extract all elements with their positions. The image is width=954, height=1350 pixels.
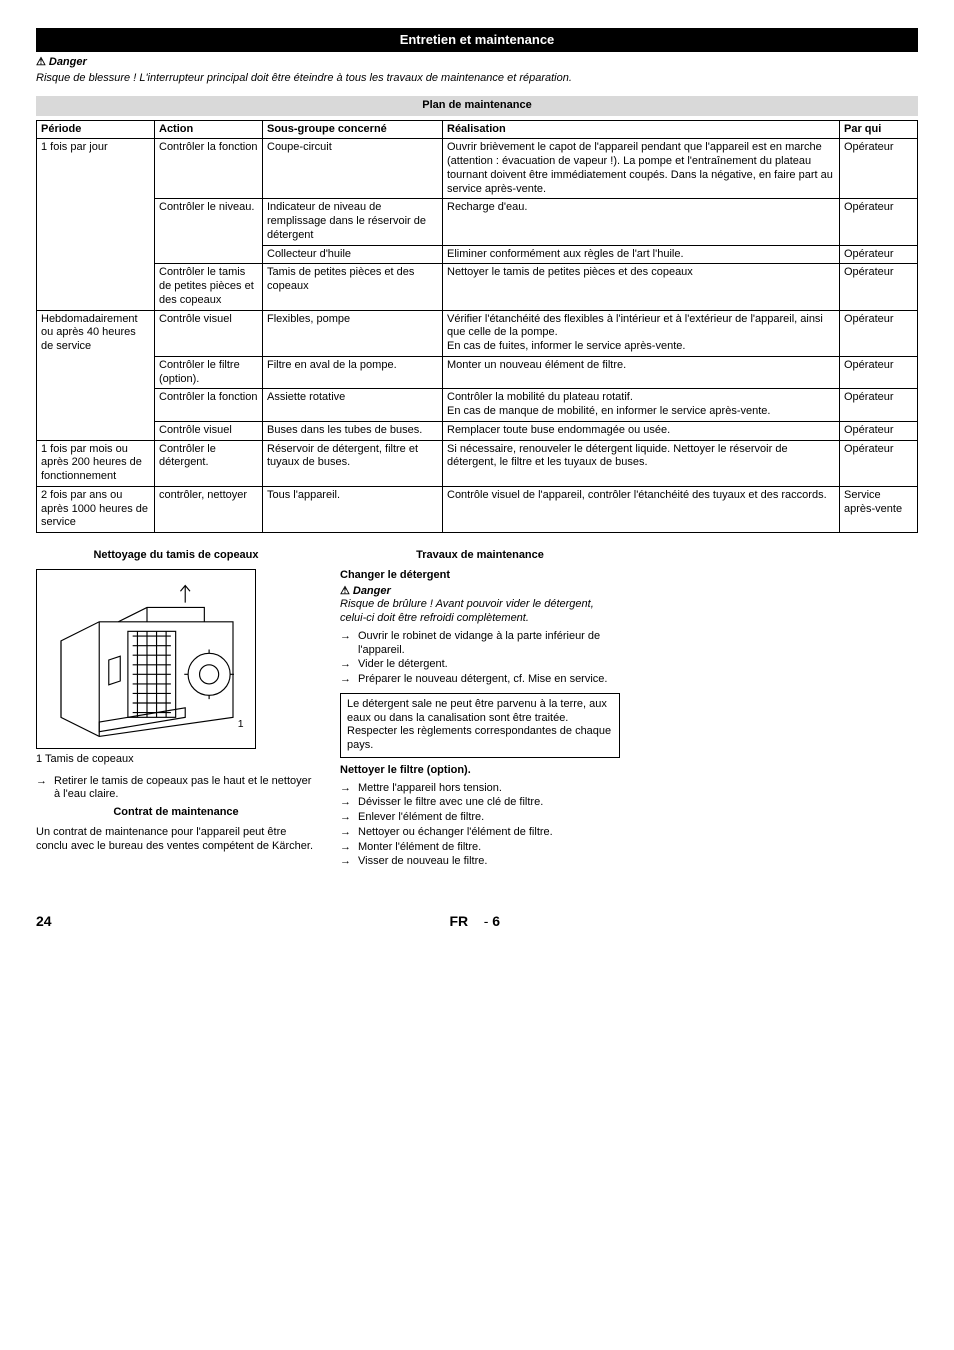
table-row: 1 fois par jourContrôler la fonctionCoup… (37, 139, 918, 199)
steps-list-2: Mettre l'appareil hors tension.Dévisser … (340, 782, 620, 870)
cell-who: Opérateur (840, 310, 918, 356)
cell-action: contrôler, nettoyer (155, 486, 263, 532)
cell-subgroup: Flexibles, pompe (263, 310, 443, 356)
cell-action: Contrôler le filtre (option). (155, 356, 263, 389)
th-who: Par qui (840, 120, 918, 139)
section-title: Entretien et maintenance (36, 28, 918, 52)
cell-who: Opérateur (840, 245, 918, 264)
cell-realisation: Monter un nouveau élément de filtre. (443, 356, 840, 389)
plan-title: Plan de maintenance (36, 96, 918, 116)
danger-label: Danger (36, 56, 87, 68)
cell-action: Contrôler le détergent. (155, 440, 263, 486)
steps-list-1: Ouvrir le robinet de vidange à la parte … (340, 630, 620, 687)
cell-period: 1 fois par mois ou après 200 heures de f… (37, 440, 155, 486)
cell-who: Opérateur (840, 139, 918, 199)
cell-realisation: Vérifier l'étanchéité des flexibles à l'… (443, 310, 840, 356)
cell-subgroup: Coupe-circuit (263, 139, 443, 199)
cell-action: Contrôler la fonction (155, 139, 263, 199)
cell-period: Hebdomadairement ou après 40 heures de s… (37, 310, 155, 440)
cell-realisation: Recharge d'eau. (443, 199, 840, 245)
diagram-box: 1 (36, 569, 256, 749)
danger-block-2: Danger (340, 585, 620, 599)
left-step: Retirer le tamis de copeaux pas le haut … (36, 775, 316, 803)
left-steps: Retirer le tamis de copeaux pas le haut … (36, 775, 316, 803)
th-real: Réalisation (443, 120, 840, 139)
cell-period: 2 fois par ans ou après 1000 heures de s… (37, 486, 155, 532)
footer-lang: FR (449, 913, 468, 929)
step-item: Nettoyer ou échanger l'élément de filtre… (340, 826, 620, 840)
cell-subgroup: Indicateur de niveau de remplissage dans… (263, 199, 443, 245)
table-row: 2 fois par ans ou après 1000 heures de s… (37, 486, 918, 532)
cell-action: Contrôler le niveau. (155, 199, 263, 264)
table-row: Contrôler le filtre (option).Filtre en a… (37, 356, 918, 389)
cell-realisation: Si nécessaire, renouveler le détergent l… (443, 440, 840, 486)
cell-who: Opérateur (840, 199, 918, 245)
step-item: Mettre l'appareil hors tension. (340, 782, 620, 796)
step-item: Vider le détergent. (340, 658, 620, 672)
danger-block: Danger (36, 56, 918, 70)
sub-heading-2: Nettoyer le filtre (option). (340, 764, 620, 778)
cell-action: Contrôler le tamis de petites pièces et … (155, 264, 263, 310)
table-row: 1 fois par mois ou après 200 heures de f… (37, 440, 918, 486)
cell-action: Contrôler la fonction (155, 389, 263, 422)
diagram-label-1: 1 (238, 718, 244, 730)
contract-text: Un contrat de maintenance pour l'apparei… (36, 826, 316, 854)
cell-who: Opérateur (840, 440, 918, 486)
left-column: Nettoyage du tamis de copeaux (36, 545, 316, 873)
table-row: Contrôler le tamis de petites pièces et … (37, 264, 918, 310)
cell-subgroup: Tamis de petites pièces et des copeaux (263, 264, 443, 310)
right-column: Travaux de maintenance Changer le déterg… (340, 545, 620, 873)
cell-action: Contrôle visuel (155, 421, 263, 440)
page-number-left: 24 (36, 913, 52, 931)
cell-who: Service après-vente (840, 486, 918, 532)
sub-heading-1: Changer le détergent (340, 569, 620, 583)
contract-heading: Contrat de maintenance (36, 806, 316, 820)
danger-text-2: Risque de brûlure ! Avant pouvoir vider … (340, 598, 620, 626)
columns: Nettoyage du tamis de copeaux (36, 545, 918, 873)
chip-strainer-diagram: 1 (41, 574, 253, 746)
table-row: Hebdomadairement ou après 40 heures de s… (37, 310, 918, 356)
cell-realisation: Remplacer toute buse endommagée ou usée. (443, 421, 840, 440)
cell-action: Contrôle visuel (155, 310, 263, 356)
danger-label-2: Danger (340, 585, 391, 597)
cell-subgroup: Buses dans les tubes de buses. (263, 421, 443, 440)
cell-realisation: Contrôler la mobilité du plateau rotatif… (443, 389, 840, 422)
step-item: Enlever l'élément de filtre. (340, 811, 620, 825)
cell-who: Opérateur (840, 264, 918, 310)
cell-realisation: Nettoyer le tamis de petites pièces et d… (443, 264, 840, 310)
page-number-right: 6 (492, 913, 500, 929)
step-item: Dévisser le filtre avec une clé de filtr… (340, 796, 620, 810)
th-period: Période (37, 120, 155, 139)
cell-realisation: Ouvrir brièvement le capot de l'appareil… (443, 139, 840, 199)
cell-who: Opérateur (840, 389, 918, 422)
diagram-caption: 1 Tamis de copeaux (36, 753, 316, 767)
maintenance-table: Période Action Sous-groupe concerné Réal… (36, 120, 918, 534)
th-action: Action (155, 120, 263, 139)
cell-who: Opérateur (840, 356, 918, 389)
cell-realisation: Contrôle visuel de l'appareil, contrôler… (443, 486, 840, 532)
cell-realisation: Eliminer conformément aux règles de l'ar… (443, 245, 840, 264)
cell-subgroup: Assiette rotative (263, 389, 443, 422)
footer-sep: - (484, 913, 489, 929)
step-item: Monter l'élément de filtre. (340, 841, 620, 855)
right-heading: Travaux de maintenance (340, 549, 620, 563)
danger-text: Risque de blessure ! L'interrupteur prin… (36, 72, 918, 86)
th-sub: Sous-groupe concerné (263, 120, 443, 139)
table-row: Contrôler le niveau.Indicateur de niveau… (37, 199, 918, 245)
cell-subgroup: Filtre en aval de la pompe. (263, 356, 443, 389)
page-footer: 24 FR - 6 (36, 913, 918, 931)
left-heading: Nettoyage du tamis de copeaux (36, 549, 316, 563)
cell-subgroup: Collecteur d'huile (263, 245, 443, 264)
step-item: Préparer le nouveau détergent, cf. Mise … (340, 673, 620, 687)
footer-center: FR - 6 (52, 913, 898, 931)
cell-subgroup: Réservoir de détergent, filtre et tuyaux… (263, 440, 443, 486)
cell-period: 1 fois par jour (37, 139, 155, 310)
table-row: Contrôle visuelBuses dans les tubes de b… (37, 421, 918, 440)
note-box: Le détergent sale ne peut être parvenu à… (340, 693, 620, 758)
cell-subgroup: Tous l'appareil. (263, 486, 443, 532)
cell-who: Opérateur (840, 421, 918, 440)
step-item: Ouvrir le robinet de vidange à la parte … (340, 630, 620, 658)
table-row: Contrôler la fonctionAssiette rotativeCo… (37, 389, 918, 422)
step-item: Visser de nouveau le filtre. (340, 855, 620, 869)
